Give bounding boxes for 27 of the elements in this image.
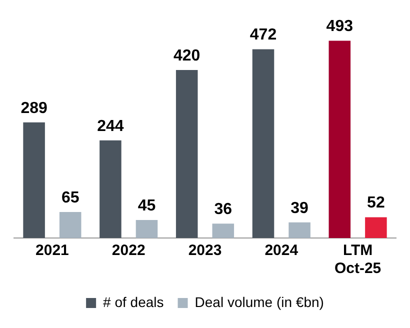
data-label: 289 [20, 100, 48, 117]
data-label: 65 [61, 189, 80, 206]
data-label: 420 [174, 47, 200, 64]
bar [176, 70, 198, 238]
data-label: 244 [97, 118, 124, 135]
legend-label: # of deals [103, 294, 164, 310]
bar [136, 220, 158, 238]
x-tick-label: 2022 [112, 242, 146, 260]
x-tick-label: 2021 [36, 242, 69, 260]
x-tick-label: 2023 [188, 242, 222, 260]
bar [23, 122, 45, 238]
data-label: 493 [326, 18, 354, 36]
x-tick-label: 2024 [264, 242, 299, 260]
data-label: 36 [214, 201, 232, 218]
bar [59, 212, 82, 238]
bar [328, 40, 351, 238]
bar [288, 222, 310, 238]
data-label: 472 [250, 26, 277, 44]
bar [252, 49, 274, 238]
bar [365, 217, 387, 238]
bar [100, 140, 122, 238]
bar [212, 224, 234, 238]
data-label: 45 [138, 197, 156, 214]
data-label: 39 [290, 200, 309, 217]
data-label: 52 [367, 194, 385, 212]
x-tick-label: LTM Oct-25 [334, 242, 382, 278]
legend-label: Deal volume (in €bn) [194, 294, 324, 310]
